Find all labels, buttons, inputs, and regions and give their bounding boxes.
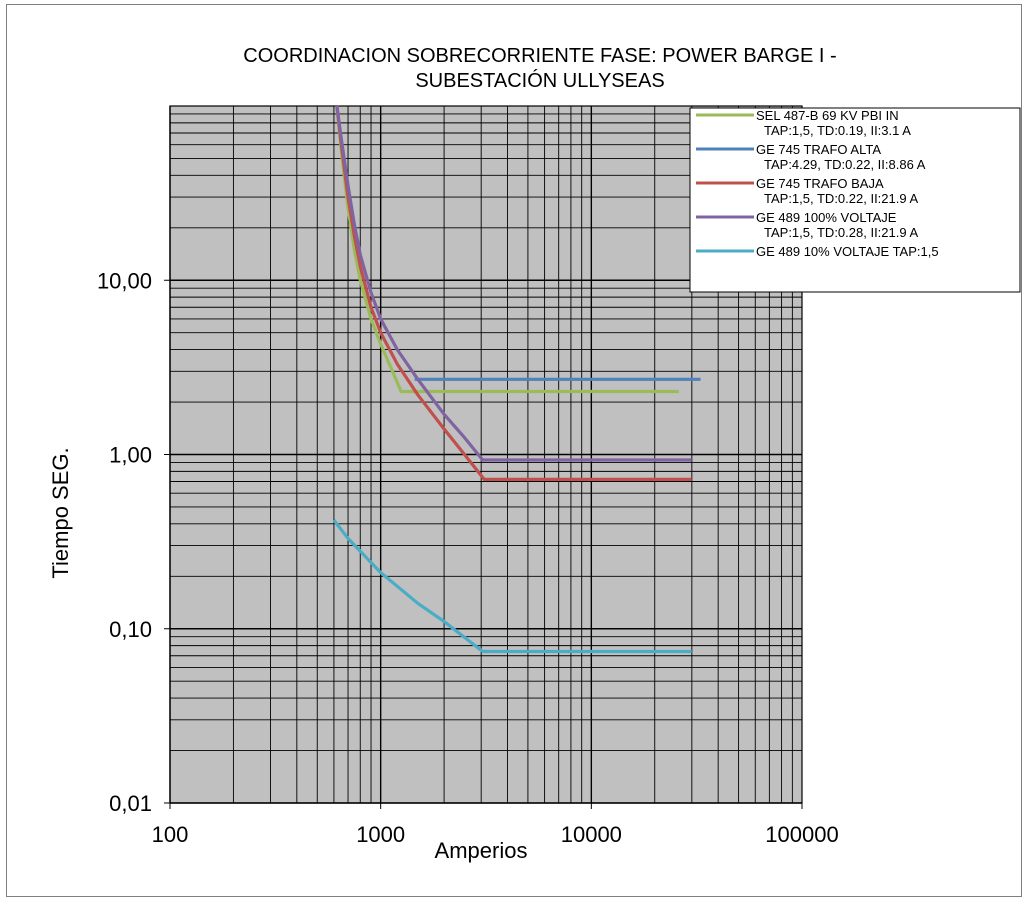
legend-label-3: GE 745 TRAFO BAJA <box>756 176 884 191</box>
y-tick-label: 1,00 <box>109 443 152 468</box>
x-axis-title: Amperios <box>435 838 528 863</box>
series-line-3 <box>335 105 692 481</box>
legend-label-4: GE 489 100% VOLTAJE <box>756 210 897 225</box>
series-line-4 <box>335 105 692 462</box>
legend-label-1: SEL 487-B 69 KV PBI IN <box>756 108 899 123</box>
y-tick-labels: 0,01 0,10 1,00 10,00 <box>97 268 152 816</box>
series-line-5 <box>332 519 692 654</box>
chart-title-line-1: COORDINACION SOBRECORRIENTE FASE: POWER … <box>243 45 836 67</box>
y-tick-label: 0,01 <box>109 791 152 816</box>
x-tick-label: 10000 <box>561 822 622 847</box>
chart-title-line-2: SUBESTACIÓN ULLYSEAS <box>415 69 664 92</box>
legend-label-1: TAP:1,5, TD:0.19, II:3.1 A <box>764 123 911 138</box>
y-tick-label: 10,00 <box>97 268 152 293</box>
x-tick-label: 100000 <box>765 822 838 847</box>
x-tick-label: 100 <box>152 822 189 847</box>
x-tick-labels: 100 1000 10000 100000 <box>152 822 839 847</box>
x-tick-label: 1000 <box>356 822 405 847</box>
legend-box <box>689 107 1021 293</box>
legend-label-5: GE 489 10% VOLTAJE TAP:1,5 <box>756 244 939 259</box>
legend-label-2: TAP:4.29, TD:0.22, II:8.86 A <box>764 157 926 172</box>
gridlines <box>169 106 802 804</box>
y-axis-title: Tiempo SEG. <box>48 447 73 578</box>
y-tick-label: 0,10 <box>109 617 152 642</box>
legend-label-2: GE 745 TRAFO ALTA <box>756 142 881 157</box>
legend-label-3: TAP:1,5, TD:0.22, II:21.9 A <box>764 191 918 206</box>
legend-label-4: TAP:1,5, TD:0.28, II:21.9 A <box>764 225 918 240</box>
